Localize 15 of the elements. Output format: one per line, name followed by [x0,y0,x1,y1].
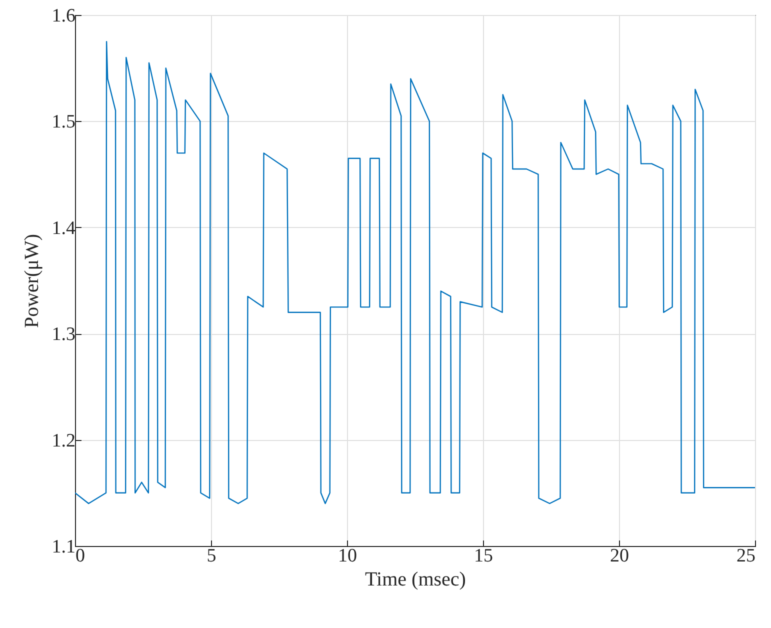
x-tick-label: 20 [610,546,629,566]
line-series [75,40,755,504]
x-tick-label: 25 [736,546,756,566]
x-axis-title: Time (msec) [365,568,466,590]
x-tick-label: 10 [338,546,357,566]
y-axis-title: Power(μW) [20,234,43,328]
y-tick-label: 1.6 [52,6,76,26]
x-tick-label: 0 [76,546,85,566]
y-tick-label: 1.5 [52,112,76,133]
y-tick-label: 1.4 [52,218,76,239]
y-tick-label: 1.3 [52,324,76,346]
x-tick-label: 15 [474,546,493,566]
y-tick-label: 1.1 [52,536,76,558]
y-tick-label: 1.2 [52,430,76,452]
x-tick-label: 5 [206,546,216,566]
